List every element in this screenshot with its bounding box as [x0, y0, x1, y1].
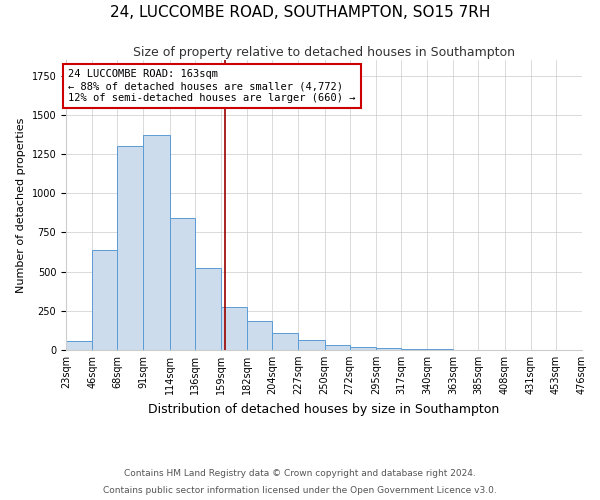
Bar: [66, 342, 92, 350]
Bar: [170, 218, 195, 350]
Bar: [350, 346, 376, 350]
Title: Size of property relative to detached houses in Southampton: Size of property relative to detached ho…: [133, 46, 515, 59]
Bar: [272, 333, 298, 350]
Bar: [143, 135, 170, 350]
Bar: [92, 250, 117, 350]
X-axis label: Distribution of detached houses by size in Southampton: Distribution of detached houses by size …: [148, 402, 500, 415]
Bar: [298, 340, 325, 350]
Text: Contains public sector information licensed under the Open Government Licence v3: Contains public sector information licen…: [103, 486, 497, 495]
Bar: [325, 344, 350, 350]
Bar: [247, 321, 272, 350]
Text: 24, LUCCOMBE ROAD, SOUTHAMPTON, SO15 7RH: 24, LUCCOMBE ROAD, SOUTHAMPTON, SO15 7RH: [110, 5, 490, 20]
Bar: [117, 146, 143, 350]
Bar: [195, 268, 221, 350]
Bar: [376, 348, 401, 350]
Text: Contains HM Land Registry data © Crown copyright and database right 2024.: Contains HM Land Registry data © Crown c…: [124, 468, 476, 477]
Bar: [401, 348, 427, 350]
Bar: [221, 307, 247, 350]
Y-axis label: Number of detached properties: Number of detached properties: [16, 118, 26, 292]
Text: 24 LUCCOMBE ROAD: 163sqm
← 88% of detached houses are smaller (4,772)
12% of sem: 24 LUCCOMBE ROAD: 163sqm ← 88% of detach…: [68, 70, 356, 102]
